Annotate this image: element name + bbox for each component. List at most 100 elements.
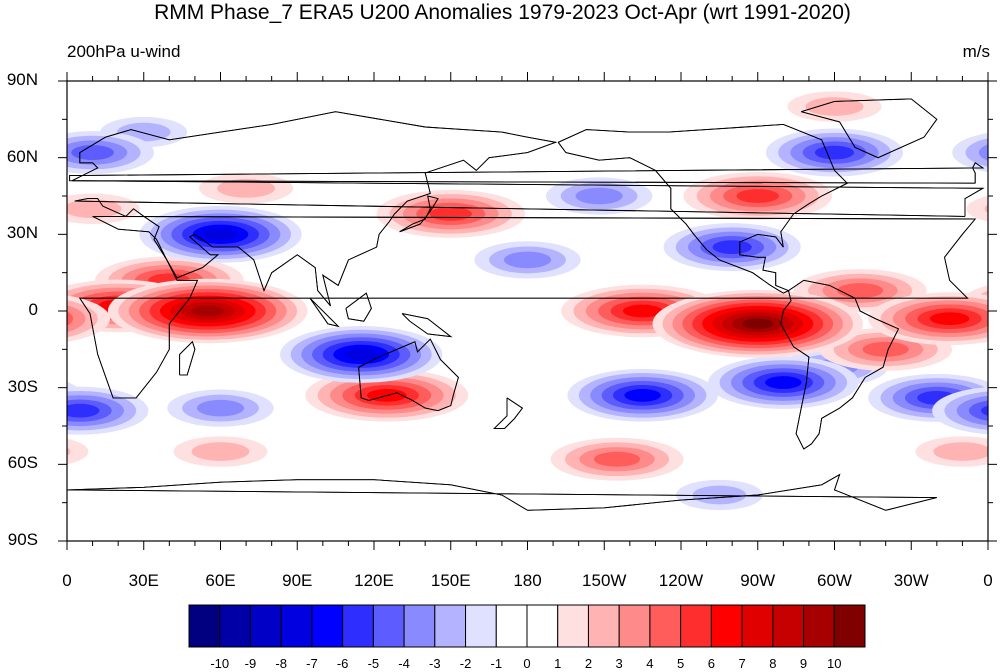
colorbar-tick-label: 4 bbox=[646, 656, 654, 671]
colorbar-tick-label: -6 bbox=[336, 656, 349, 671]
colorbar-tick-label: -4 bbox=[398, 656, 410, 671]
colorbar-tick-label: 5 bbox=[677, 656, 685, 671]
colorbar-swatch bbox=[772, 604, 805, 648]
colorbar-tick-label: 0 bbox=[523, 656, 531, 671]
contour-level bbox=[692, 485, 747, 505]
contour-level bbox=[344, 348, 379, 361]
colorbar-swatch bbox=[526, 604, 559, 648]
contour-level bbox=[978, 144, 988, 161]
colorbar-swatch bbox=[434, 604, 467, 648]
coastline bbox=[78, 215, 977, 399]
lat-tick-label: 60N bbox=[6, 146, 38, 166]
colorbar-tick-label: -8 bbox=[275, 656, 287, 671]
contour-level bbox=[196, 399, 245, 417]
colorbar-swatch bbox=[465, 604, 497, 648]
colorbar-tick-label: -9 bbox=[244, 656, 257, 671]
colorbar-tick-label: 9 bbox=[799, 656, 808, 671]
colorbar-tick-label: -7 bbox=[306, 656, 318, 671]
lon-tick-label: 150E bbox=[430, 571, 471, 590]
colorbar-swatch bbox=[833, 604, 866, 648]
contour-level bbox=[712, 240, 752, 254]
coastline bbox=[345, 292, 372, 322]
contour-level bbox=[0, 333, 17, 367]
contour-level bbox=[575, 187, 623, 205]
colorbar-tick-label: 8 bbox=[769, 656, 777, 671]
colorbar-swatch bbox=[372, 604, 405, 648]
contour-level bbox=[0, 337, 2, 361]
anomaly-feature bbox=[67, 386, 988, 435]
anomaly-feature bbox=[167, 389, 274, 427]
colorbar-swatch bbox=[649, 604, 682, 648]
colorbar-swatch bbox=[495, 604, 528, 648]
contour-level bbox=[71, 145, 114, 161]
anomaly-feature bbox=[139, 205, 302, 263]
contour-level bbox=[933, 442, 988, 461]
coastline bbox=[780, 279, 900, 450]
coastline bbox=[399, 195, 439, 233]
contour-level bbox=[593, 451, 641, 467]
colorbar-tick-label: 10 bbox=[827, 656, 842, 671]
colorbar-swatch bbox=[741, 604, 774, 648]
anomaly-feature bbox=[67, 436, 988, 467]
contour-level bbox=[203, 228, 238, 241]
colorbar-swatch bbox=[618, 604, 651, 648]
lat-tick-label: 0 bbox=[28, 300, 38, 319]
lon-tick-label: 0 bbox=[983, 571, 993, 590]
contour-level bbox=[191, 442, 250, 461]
contour-level bbox=[805, 97, 864, 116]
colorbar-tick-label: -5 bbox=[367, 656, 380, 671]
contour-level bbox=[736, 189, 779, 203]
contour-level bbox=[984, 204, 988, 214]
contour-level bbox=[67, 403, 100, 418]
contour-level bbox=[67, 447, 71, 456]
colorbar-swatch bbox=[710, 604, 743, 648]
contour-level bbox=[995, 292, 1005, 321]
anomaly-feature bbox=[675, 479, 763, 511]
contour-level bbox=[67, 199, 122, 219]
contour-level bbox=[67, 438, 89, 465]
contour-level bbox=[836, 283, 884, 299]
coastline bbox=[493, 397, 524, 430]
colorbar-tick-label: 6 bbox=[707, 656, 715, 671]
colorbar-tick-label: -1 bbox=[490, 656, 503, 671]
lon-tick-label: 30E bbox=[128, 571, 159, 590]
anomaly-feature bbox=[550, 437, 684, 481]
lon-tick-label: 180 bbox=[513, 571, 542, 590]
lat-tick-label: 90S bbox=[7, 530, 38, 549]
contour-level bbox=[814, 145, 855, 160]
anomaly-feature bbox=[67, 292, 988, 345]
lon-tick-label: 60E bbox=[205, 571, 236, 590]
contour-level bbox=[765, 376, 802, 389]
colorbar-tick-label: -3 bbox=[429, 656, 441, 671]
colorbar-tick-label: 7 bbox=[738, 656, 746, 671]
contour-level bbox=[741, 318, 774, 329]
anomaly-feature bbox=[279, 326, 443, 383]
lat-tick-label: 30N bbox=[6, 223, 38, 243]
colorbar-tick-label: 2 bbox=[584, 656, 593, 671]
contour-level bbox=[968, 400, 988, 421]
colorbar-swatch bbox=[403, 604, 436, 648]
contour-level bbox=[191, 305, 225, 317]
lon-tick-label: 90E bbox=[282, 571, 313, 590]
coastline bbox=[67, 473, 937, 511]
colorbar-swatch bbox=[219, 604, 251, 648]
colorbar-swatch bbox=[311, 604, 344, 648]
lon-tick-label: 120E bbox=[354, 571, 394, 590]
contour-level bbox=[622, 304, 663, 318]
coastlines bbox=[67, 98, 985, 511]
contour-level bbox=[217, 178, 276, 198]
anomaly-field bbox=[0, 91, 1005, 511]
lat-tick-label: 30S bbox=[7, 376, 38, 396]
contour-level bbox=[981, 405, 988, 416]
contour-level bbox=[67, 305, 86, 333]
coastline bbox=[179, 340, 196, 376]
lat-tick-label: 90N bbox=[6, 70, 38, 89]
lon-tick-label: 30W bbox=[893, 571, 929, 590]
colorbar-tick-label: 1 bbox=[554, 656, 562, 671]
anomaly-feature bbox=[67, 131, 988, 175]
colorbar-swatch bbox=[803, 604, 835, 648]
lon-tick-label: 150W bbox=[582, 571, 627, 590]
colorbar-tick-label: -2 bbox=[459, 656, 472, 671]
lon-tick-label: 90W bbox=[740, 571, 776, 590]
